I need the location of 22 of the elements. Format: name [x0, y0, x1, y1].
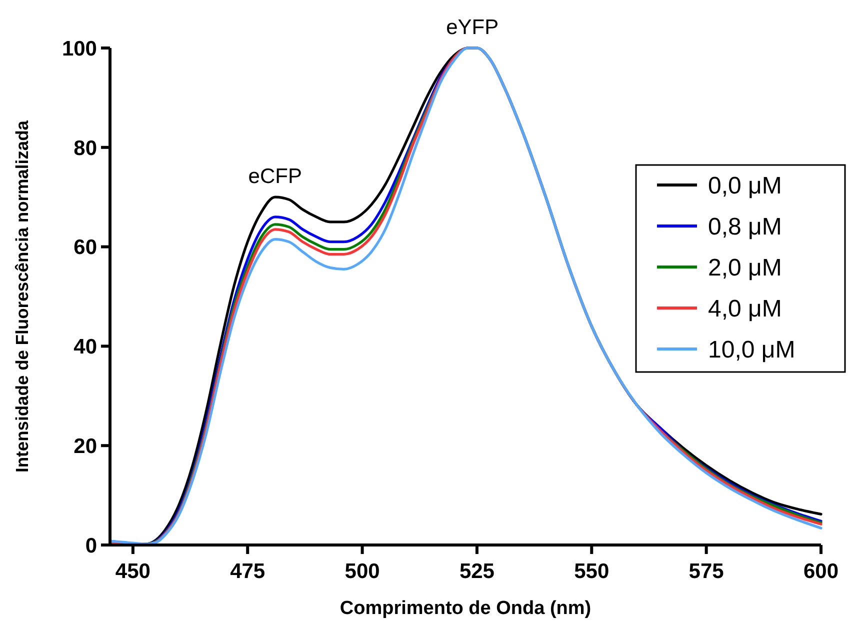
y-axis-title: Intensidade de Fluorescência normalizada	[12, 120, 32, 473]
x-tick-label: 525	[459, 560, 495, 583]
y-tick-label: 100	[62, 37, 97, 60]
annotation: eCFP	[248, 165, 302, 188]
y-tick-label: 0	[85, 534, 97, 558]
x-tick-label: 475	[230, 560, 266, 583]
x-tick-label: 500	[344, 560, 380, 583]
legend-label: 4,0 μM	[708, 295, 782, 322]
x-tick-label: 550	[574, 560, 610, 583]
y-tick-label: 80	[74, 136, 97, 160]
x-tick-label: 450	[115, 560, 150, 583]
legend-label: 0,8 μM	[708, 213, 782, 240]
x-axis-title: Comprimento de Onda (nm)	[340, 598, 592, 619]
y-tick-label: 20	[74, 434, 97, 458]
y-tick-label: 40	[74, 336, 97, 359]
y-tick-label: 60	[74, 236, 97, 260]
legend-label: 10,0 μM	[708, 336, 796, 364]
annotation: eYFP	[446, 16, 499, 39]
legend-label: 2,0 μM	[708, 254, 782, 282]
x-tick-label: 575	[688, 560, 724, 583]
legend-label: 0,0 μM	[708, 172, 782, 200]
x-tick-label: 600	[803, 560, 839, 583]
